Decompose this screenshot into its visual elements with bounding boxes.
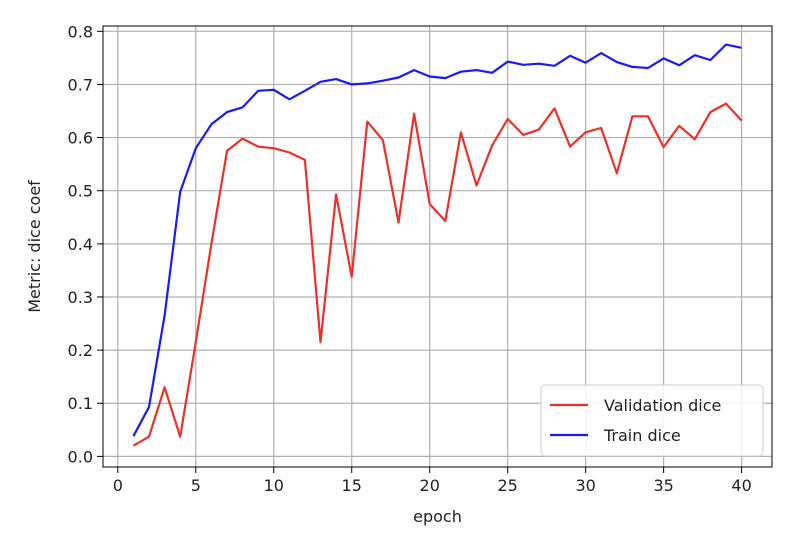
plot-area-frame [102, 25, 773, 468]
axis-ticks: 0 5 10 15 20 25 30 35 40 0.0 0.1 0.2 0.3 0.4 0.5 0.6 0.7… [68, 22, 752, 495]
x-tick-label: 10 [264, 476, 284, 495]
x-tick-label: 30 [575, 476, 595, 495]
x-tick-label: 0 [113, 476, 123, 495]
gridlines [103, 26, 772, 467]
x-tick-label: 20 [420, 476, 440, 495]
y-tick-label: 0.1 [68, 394, 93, 413]
y-tick-label: 0.8 [68, 22, 93, 41]
legend-box [540, 384, 764, 457]
y-tick-label: 0.7 [68, 75, 93, 94]
series-line-train-dice [132, 43, 742, 437]
y-tick-label: 0.3 [68, 288, 93, 307]
y-tick-label: 0.4 [68, 235, 93, 254]
legend-label: Validation dice [604, 396, 721, 415]
y-tick-label: 0.6 [68, 129, 93, 148]
x-tick-label: 5 [191, 476, 201, 495]
legend-label: Train dice [603, 426, 681, 445]
y-axis-label: Metric: dice coef [25, 180, 44, 313]
x-tick-label: 40 [731, 476, 751, 495]
x-tick-label: 35 [653, 476, 673, 495]
y-tick-label: 0.2 [68, 341, 93, 360]
series-line-validation-dice [132, 102, 743, 447]
series-lines [132, 43, 743, 447]
y-tick-label: 0.5 [68, 182, 93, 201]
legend: Validation dice Train dice [540, 384, 764, 457]
x-axis-label: epoch [413, 507, 462, 526]
x-tick-label: 15 [342, 476, 362, 495]
y-tick-label: 0.0 [68, 447, 93, 466]
x-tick-label: 25 [497, 476, 517, 495]
